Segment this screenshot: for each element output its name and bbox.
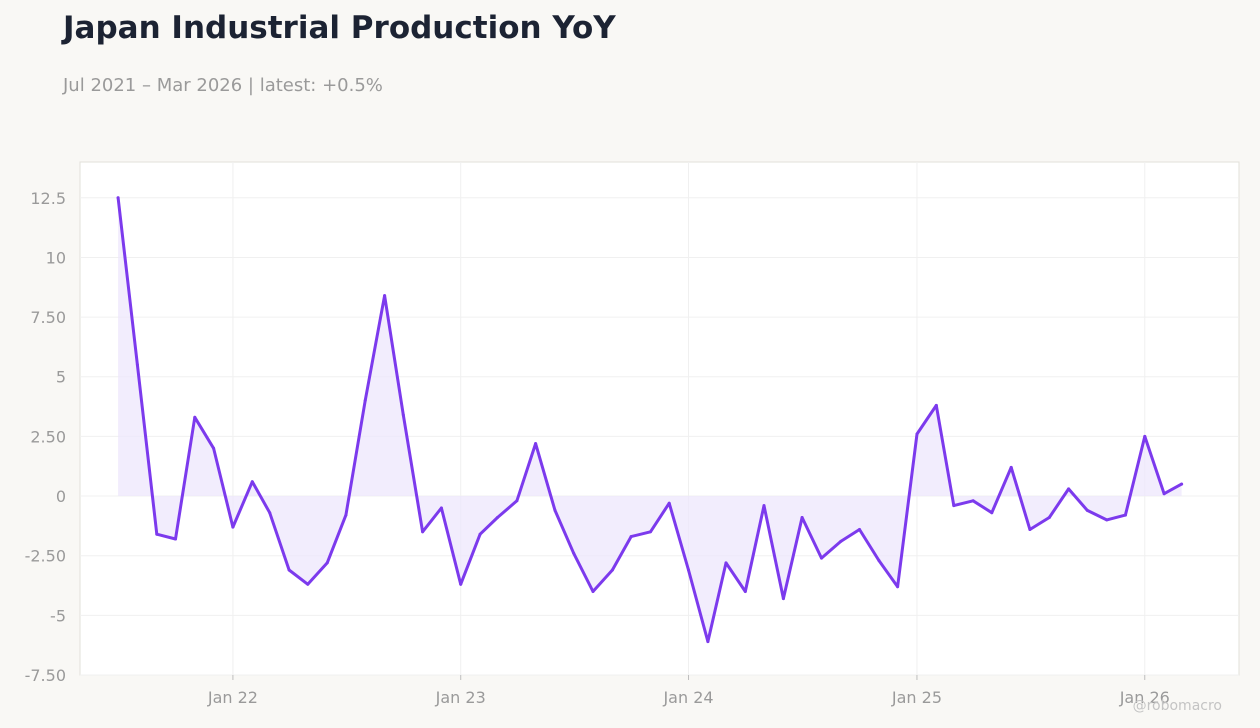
data-point — [459, 582, 463, 586]
data-point — [915, 432, 919, 436]
y-tick-label: 12.5 — [30, 189, 66, 208]
y-tick-label: -2.50 — [25, 547, 66, 566]
data-point — [534, 442, 538, 446]
data-point — [1067, 487, 1071, 491]
data-point — [478, 532, 482, 536]
y-tick-label: -5 — [50, 606, 66, 625]
data-point — [687, 568, 690, 572]
data-point — [896, 585, 900, 589]
area-fill — [118, 197, 1182, 642]
data-point — [743, 590, 747, 593]
data-point — [135, 363, 139, 367]
data-point — [572, 551, 576, 555]
data-point — [1105, 518, 1109, 522]
data-point — [629, 535, 633, 539]
x-tick-label: Jan 22 — [207, 688, 258, 707]
data-point — [212, 446, 216, 450]
data-point — [496, 516, 499, 519]
data-point — [1123, 513, 1127, 517]
data-point — [971, 499, 975, 503]
data-point — [193, 415, 197, 419]
chart-subtitle: Jul 2021 – Mar 2026 | latest: +0.5% — [63, 75, 383, 96]
data-point — [231, 525, 235, 529]
x-tick-label: Jan 24 — [662, 688, 713, 707]
data-point — [287, 568, 291, 572]
watermark: @robomacro — [1132, 698, 1222, 714]
data-point — [421, 530, 425, 534]
y-tick-label: 2.50 — [30, 427, 66, 446]
data-point — [553, 508, 557, 512]
y-tick-label: 0 — [56, 487, 66, 506]
data-points — [116, 196, 1184, 644]
data-point — [781, 597, 785, 601]
data-point — [649, 530, 652, 534]
data-point — [800, 516, 804, 519]
data-point — [706, 640, 710, 644]
data-point — [155, 532, 159, 536]
data-point — [1085, 508, 1089, 512]
x-tick-label: Jan 26 — [1119, 688, 1170, 707]
data-point — [858, 528, 861, 531]
data-point — [250, 480, 254, 484]
x-tick-label: Jan 25 — [891, 688, 942, 707]
data-point — [667, 501, 671, 505]
data-point — [610, 568, 614, 572]
data-point — [1009, 465, 1013, 469]
data-point — [401, 413, 405, 417]
plot-area — [79, 161, 1240, 676]
x-axis: Jan 22 Jan 23 Jan 24 Jan 25 Jan 26 — [207, 675, 1170, 707]
y-axis: 12.5 10 7.50 5 2.50 0 -2.50 -5 -7.50 — [25, 189, 66, 685]
data-point — [1143, 434, 1147, 438]
data-point — [1047, 516, 1051, 519]
data-point — [839, 539, 843, 543]
data-point — [952, 504, 956, 508]
data-point — [591, 590, 595, 593]
data-point — [1180, 482, 1184, 486]
data-point — [174, 537, 177, 541]
data-point — [877, 559, 881, 562]
chart-title: Japan Industrial Production YoY — [63, 10, 616, 46]
y-tick-label: 10 — [46, 248, 66, 267]
y-tick-label: 7.50 — [30, 308, 66, 327]
data-point — [325, 561, 329, 565]
data-point — [1162, 492, 1166, 496]
data-point — [383, 294, 387, 298]
data-point — [1028, 528, 1032, 531]
y-tick-label: 5 — [56, 368, 66, 387]
data-point — [268, 511, 272, 515]
data-point — [990, 511, 994, 515]
data-point — [306, 582, 310, 586]
data-point — [116, 196, 120, 200]
data-point — [515, 499, 519, 503]
data-point — [934, 403, 938, 407]
x-tick-label: Jan 23 — [435, 688, 486, 707]
data-point — [439, 506, 443, 510]
data-point — [363, 399, 367, 403]
data-point — [724, 561, 728, 565]
data-point — [762, 504, 766, 508]
data-point — [344, 513, 348, 517]
data-point — [820, 556, 823, 560]
y-tick-label: -7.50 — [25, 666, 66, 685]
